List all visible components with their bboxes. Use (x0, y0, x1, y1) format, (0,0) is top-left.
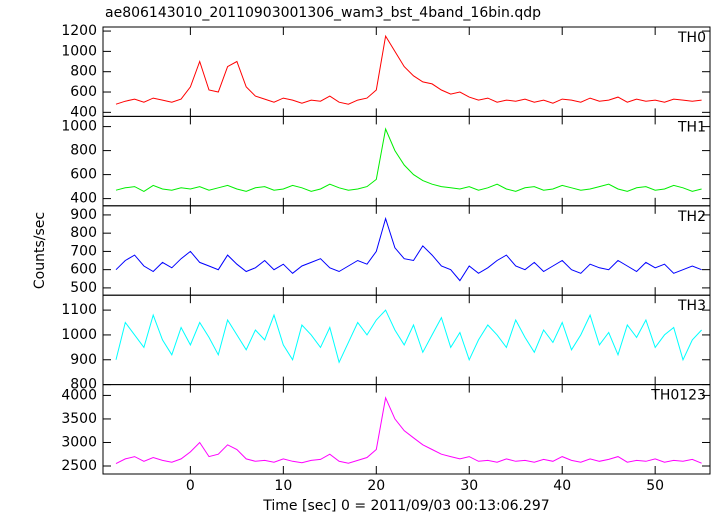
y-tick-label: 600 (70, 262, 97, 278)
x-axis-label: Time [sec] 0 = 2011/09/03 00:13:06.297 (262, 498, 549, 514)
y-tick-label: 700 (70, 243, 97, 259)
y-tick-label: 1100 (61, 302, 97, 318)
y-tick-label: 900 (70, 207, 97, 223)
y-tick-label: 800 (70, 64, 97, 80)
panel-label: TH0123 (650, 388, 706, 404)
light-curve (115, 309, 702, 364)
y-tick-label: 600 (70, 84, 97, 100)
x-tick-label: 30 (460, 478, 478, 494)
y-tick-label: 1000 (61, 327, 97, 343)
y-tick-label: 500 (70, 280, 97, 296)
y-tick-label: 400 (70, 191, 97, 207)
y-tick-label: 3000 (61, 434, 97, 450)
y-tick-label: 1000 (61, 43, 97, 59)
x-tick-label: 0 (186, 478, 195, 494)
y-tick-label: 1000 (61, 119, 97, 135)
y-tick-label: 3500 (61, 411, 97, 427)
panel-label: TH1 (677, 119, 706, 135)
panel-frame (102, 115, 711, 207)
x-tick-label: 20 (367, 478, 385, 494)
light-curve (115, 396, 702, 465)
y-tick-label: 2500 (61, 458, 97, 474)
y-tick-label: 800 (70, 143, 97, 159)
y-tick-label: 1200 (61, 23, 97, 39)
y-tick-label: 900 (70, 352, 97, 368)
panel-frame (102, 26, 711, 117)
panel-frame (102, 384, 711, 475)
y-axis-label: Counts/sec (32, 212, 48, 289)
x-tick-label: 50 (646, 478, 664, 494)
y-tick-label: 600 (70, 167, 97, 183)
x-tick-label: 40 (553, 478, 571, 494)
y-tick-label: 800 (70, 377, 97, 393)
panel-frame (102, 205, 711, 296)
panel-label: TH3 (677, 298, 706, 314)
light-curve (115, 34, 702, 105)
light-curve (115, 216, 702, 282)
x-tick-label: 10 (274, 478, 292, 494)
y-tick-label: 400 (70, 104, 97, 120)
y-tick-label: 4000 (61, 387, 97, 403)
panel-label: TH0 (677, 30, 706, 46)
light-curve (115, 127, 702, 192)
chart-title: ae806143010_20110903001306_wam3_bst_4ban… (105, 5, 541, 21)
y-tick-label: 800 (70, 225, 97, 241)
panel-label: TH2 (677, 209, 706, 225)
